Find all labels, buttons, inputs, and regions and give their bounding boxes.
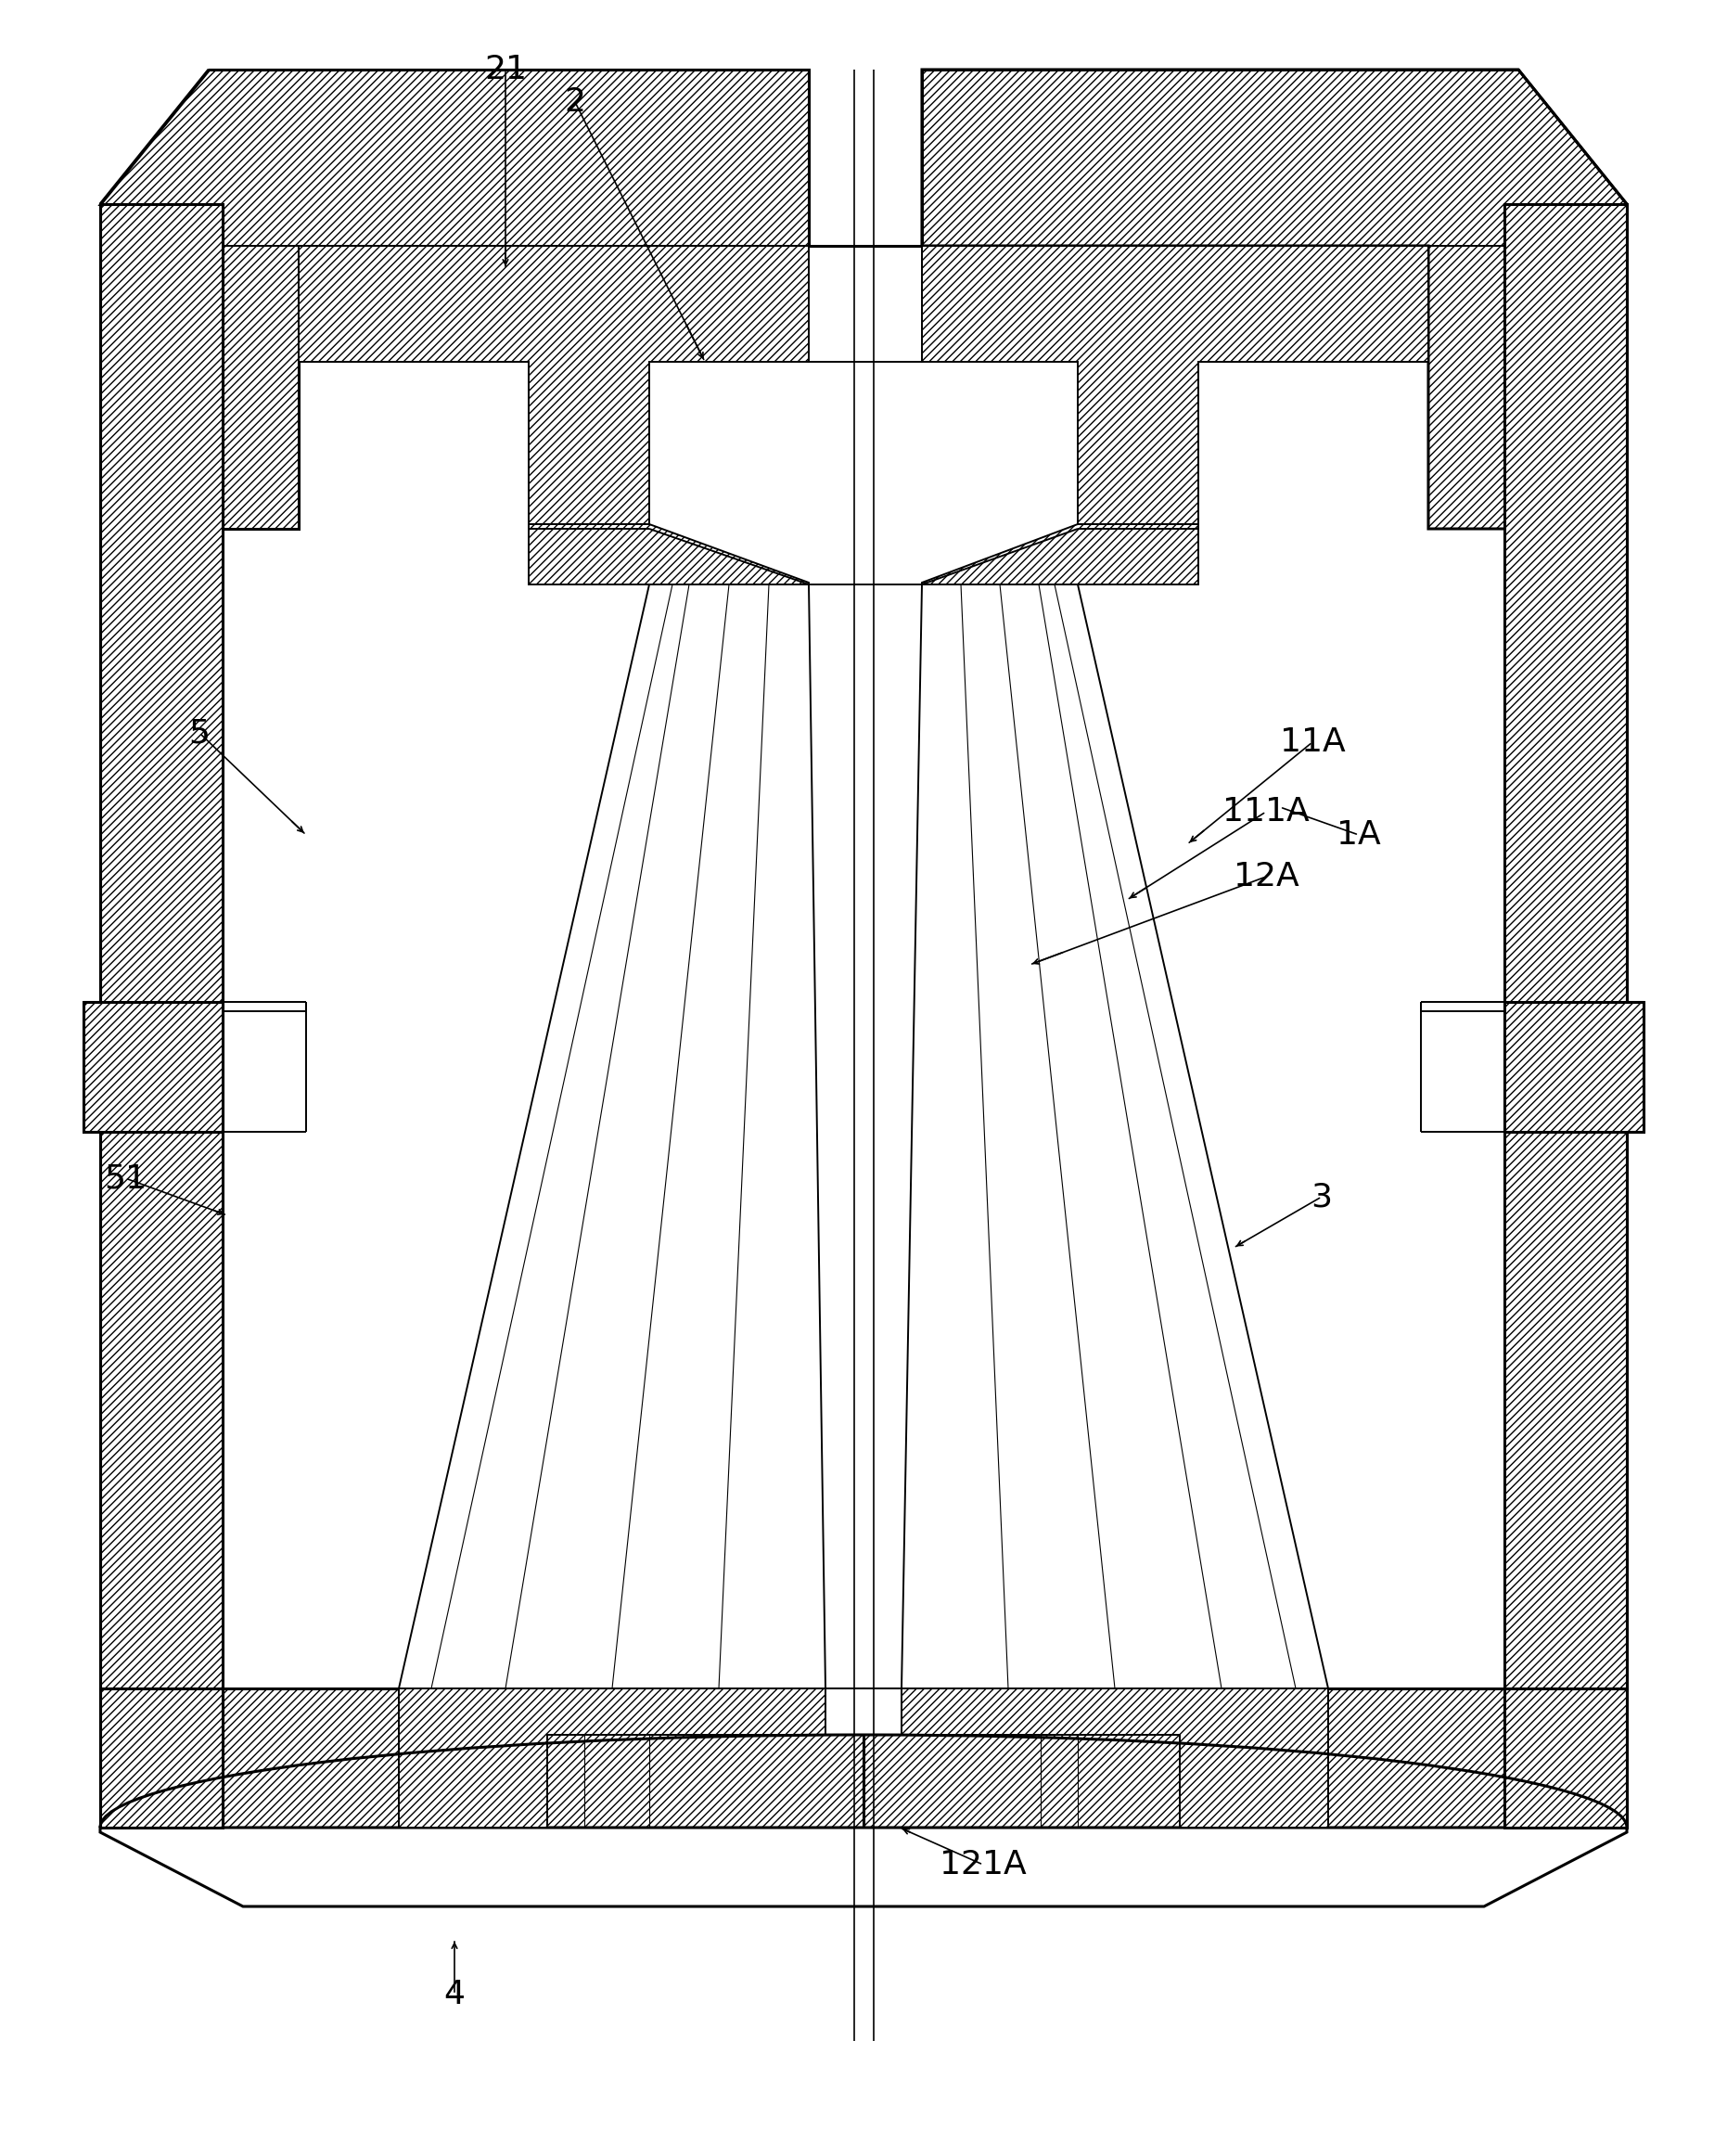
Polygon shape [100,1828,1627,1906]
Text: 51: 51 [104,1162,147,1194]
Text: 5: 5 [188,718,211,748]
Polygon shape [922,524,1199,584]
Polygon shape [223,1688,864,1828]
Polygon shape [100,205,223,1688]
Polygon shape [922,69,1627,528]
Polygon shape [528,524,808,584]
Polygon shape [826,1688,901,1736]
Text: 2: 2 [565,86,585,119]
Text: 121A: 121A [939,1850,1026,1880]
Polygon shape [83,1003,223,1132]
Polygon shape [399,584,826,1688]
Polygon shape [100,1688,223,1828]
Polygon shape [299,246,808,524]
Text: 11A: 11A [1280,727,1345,759]
Polygon shape [808,246,922,362]
Polygon shape [1504,1688,1627,1828]
Polygon shape [901,584,1328,1688]
Polygon shape [922,246,1428,524]
Text: 12A: 12A [1233,860,1299,893]
Text: 3: 3 [1311,1181,1332,1212]
Text: 21: 21 [484,54,527,86]
Polygon shape [1504,205,1627,1688]
Polygon shape [399,1688,826,1828]
Text: 111A: 111A [1223,796,1309,828]
Polygon shape [901,1688,1328,1828]
Polygon shape [864,1688,1504,1828]
Polygon shape [1504,1003,1644,1132]
Polygon shape [100,69,808,528]
Text: 4: 4 [444,1979,465,2009]
Text: 1A: 1A [1337,819,1382,852]
